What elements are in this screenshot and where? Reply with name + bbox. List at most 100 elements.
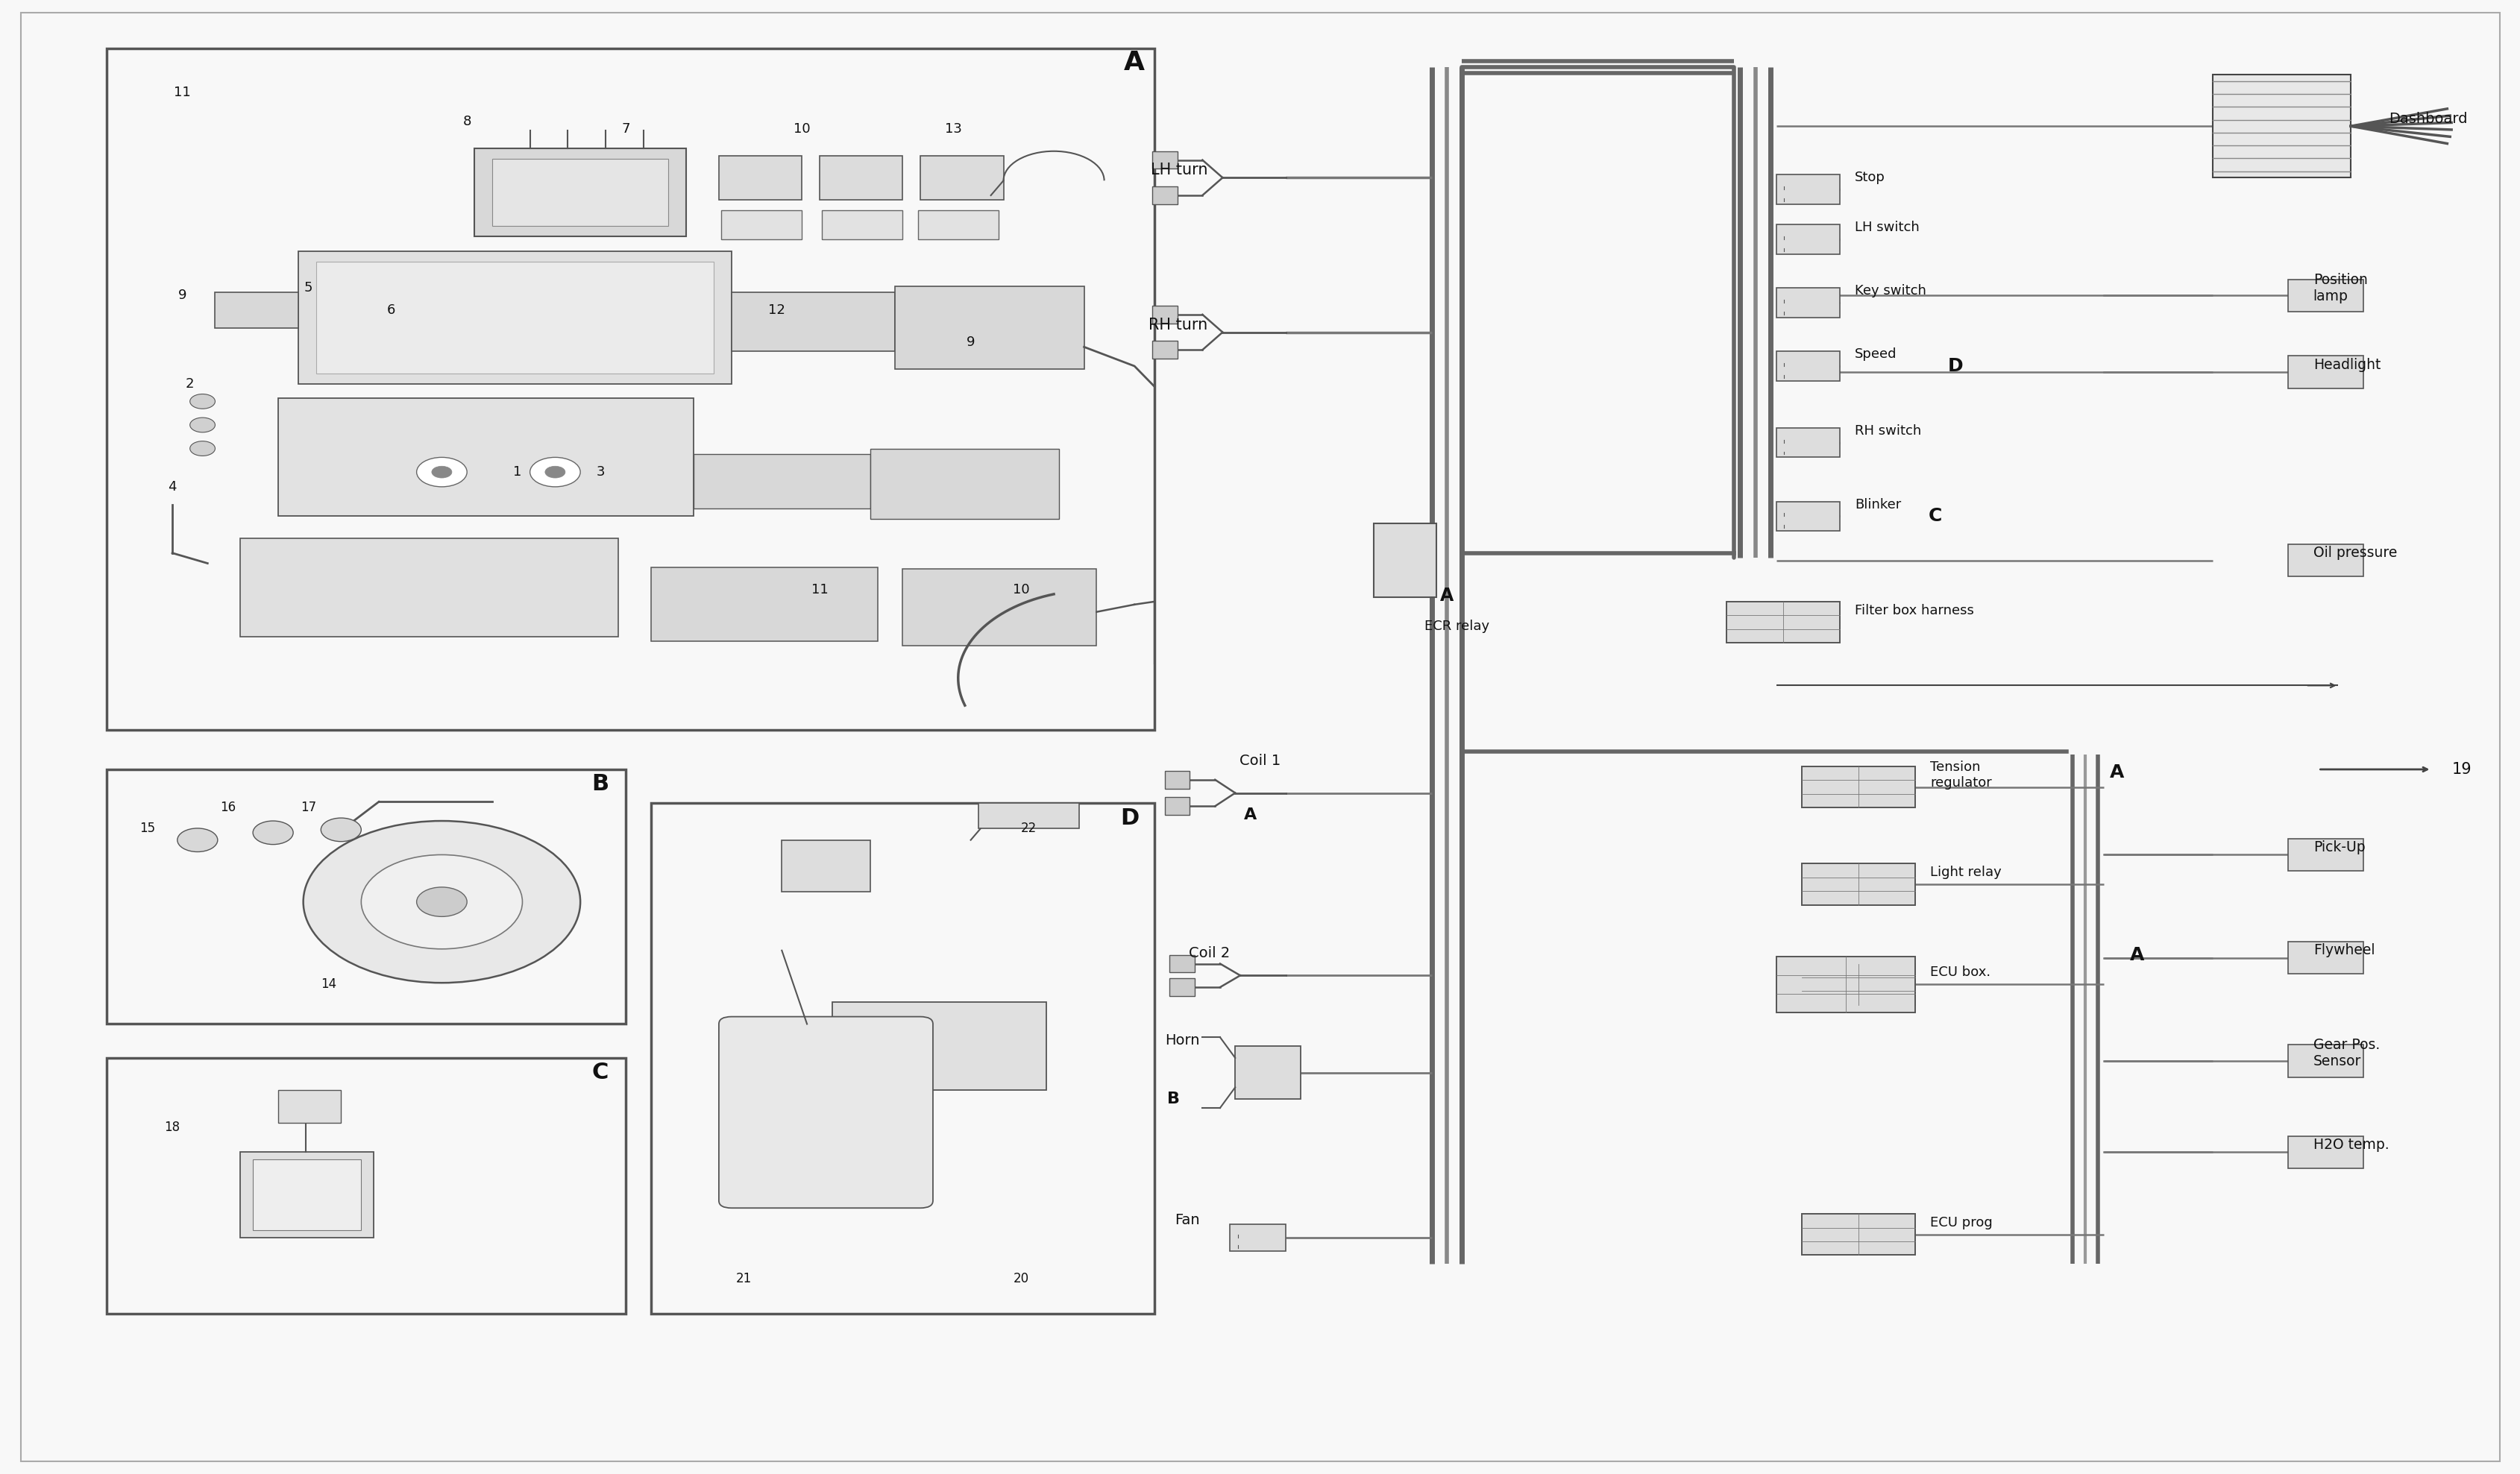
FancyBboxPatch shape [731,292,895,351]
FancyBboxPatch shape [2288,279,2364,311]
Text: Tension
regulator: Tension regulator [1930,761,1991,790]
Text: 6: 6 [388,304,396,317]
Circle shape [320,818,360,842]
FancyBboxPatch shape [1726,601,1840,643]
FancyBboxPatch shape [1777,175,1840,205]
FancyBboxPatch shape [1164,797,1189,815]
FancyBboxPatch shape [718,1017,932,1209]
Text: Oil pressure: Oil pressure [2313,545,2397,560]
Circle shape [416,457,466,486]
FancyBboxPatch shape [920,156,1003,200]
Text: LH switch: LH switch [1855,221,1918,234]
Text: B: B [592,774,610,794]
FancyBboxPatch shape [239,1153,373,1238]
FancyBboxPatch shape [781,840,869,892]
FancyBboxPatch shape [1802,766,1915,808]
Text: 7: 7 [622,122,630,136]
FancyBboxPatch shape [1777,501,1840,531]
FancyBboxPatch shape [277,1091,340,1123]
FancyBboxPatch shape [1777,287,1840,317]
Text: 10: 10 [794,122,809,136]
Circle shape [176,828,217,852]
FancyBboxPatch shape [1152,340,1177,358]
Text: 14: 14 [320,977,335,991]
Text: D: D [1948,357,1963,374]
Text: Headlight: Headlight [2313,358,2379,371]
Circle shape [360,855,522,949]
Circle shape [189,441,214,455]
FancyBboxPatch shape [2213,75,2351,178]
FancyBboxPatch shape [1230,1225,1285,1251]
Text: 1: 1 [514,466,522,479]
FancyBboxPatch shape [214,292,297,327]
FancyBboxPatch shape [822,211,902,239]
Text: 13: 13 [945,122,960,136]
FancyBboxPatch shape [297,251,731,383]
FancyBboxPatch shape [718,156,801,200]
Text: 5: 5 [305,282,312,295]
Text: 22: 22 [1021,821,1036,834]
FancyBboxPatch shape [819,156,902,200]
Text: A: A [2129,946,2145,964]
FancyBboxPatch shape [1777,224,1840,254]
FancyBboxPatch shape [693,454,869,509]
FancyBboxPatch shape [1777,957,1915,1013]
FancyBboxPatch shape [1169,979,1194,996]
Text: 19: 19 [2452,762,2470,777]
Text: A: A [1242,808,1257,822]
Text: 11: 11 [811,584,829,597]
Text: 9: 9 [179,289,186,302]
Text: Key switch: Key switch [1855,284,1925,298]
FancyBboxPatch shape [978,803,1079,828]
Text: Dashboard: Dashboard [2389,112,2467,125]
FancyBboxPatch shape [869,448,1058,519]
Text: 18: 18 [164,1120,179,1134]
Circle shape [544,466,564,478]
FancyBboxPatch shape [2288,839,2364,871]
Text: 21: 21 [736,1272,751,1285]
FancyBboxPatch shape [2288,544,2364,576]
FancyBboxPatch shape [832,1002,1046,1091]
Circle shape [302,821,580,983]
FancyBboxPatch shape [1777,351,1840,380]
FancyBboxPatch shape [1802,1215,1915,1256]
Text: Speed: Speed [1855,348,1898,361]
FancyBboxPatch shape [239,538,617,637]
FancyBboxPatch shape [1169,955,1194,973]
FancyBboxPatch shape [1802,964,1915,1005]
Text: ECR relay: ECR relay [1424,619,1489,632]
Text: A: A [1439,587,1454,604]
Text: Horn: Horn [1164,1033,1200,1048]
Circle shape [252,821,292,845]
Text: RH turn: RH turn [1149,317,1207,332]
Text: 8: 8 [464,115,471,128]
Text: Pick-Up: Pick-Up [2313,840,2364,855]
Text: ECU prog: ECU prog [1930,1216,1993,1229]
FancyBboxPatch shape [1777,427,1840,457]
Text: H2O temp.: H2O temp. [2313,1138,2389,1151]
FancyBboxPatch shape [474,149,685,236]
Text: 15: 15 [139,821,154,834]
Text: C: C [1928,507,1940,525]
Circle shape [189,394,214,408]
FancyBboxPatch shape [1373,523,1436,597]
FancyBboxPatch shape [1235,1047,1300,1100]
Text: Blinker: Blinker [1855,498,1900,511]
Text: 20: 20 [1013,1272,1028,1285]
Circle shape [431,466,451,478]
FancyBboxPatch shape [315,261,713,373]
Text: D: D [1119,808,1139,828]
FancyBboxPatch shape [277,398,693,516]
Text: A: A [2109,764,2124,781]
Circle shape [416,887,466,917]
Text: Coil 1: Coil 1 [1240,753,1280,768]
Circle shape [529,457,580,486]
FancyBboxPatch shape [721,211,801,239]
Text: PartsRepublic: PartsRepublic [897,514,1623,960]
Text: 10: 10 [1013,584,1028,597]
FancyBboxPatch shape [1802,864,1915,905]
FancyBboxPatch shape [2288,355,2364,388]
Text: A: A [1124,50,1144,75]
Circle shape [189,417,214,432]
FancyBboxPatch shape [252,1160,360,1231]
